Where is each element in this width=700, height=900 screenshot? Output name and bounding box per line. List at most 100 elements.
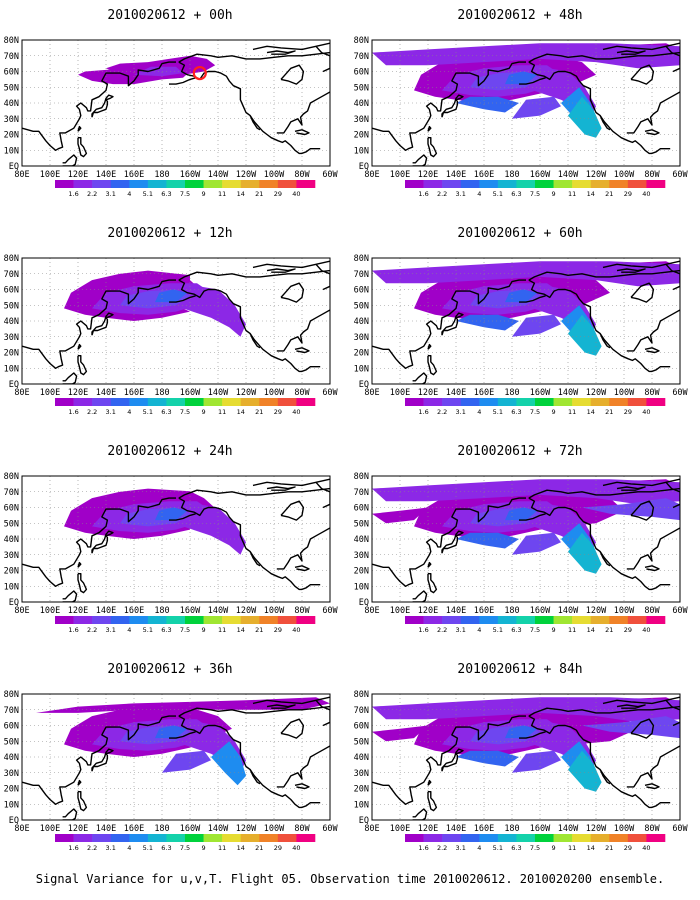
grid-lines: [372, 694, 680, 820]
coastlines: [22, 42, 330, 166]
colorbar-label: 11: [568, 844, 576, 852]
colorbar-label: 4: [477, 190, 481, 198]
colorbar-label: 40: [642, 190, 650, 198]
lon-tick-label: 120W: [586, 606, 607, 616]
lat-tick-label: EQ: [9, 162, 19, 172]
colorbar-swatch: [590, 180, 610, 188]
colorbar-label: 4: [127, 190, 131, 198]
colorbar-swatch: [590, 834, 610, 842]
panel-title: 2010020612 + 72h: [457, 444, 583, 459]
map-panel: 2010020612 + 84h EQ 10N 20N 30N 40N 50N 60N 70N 8…: [350, 654, 690, 864]
colorbar-label: 7.5: [180, 190, 190, 198]
lon-tick-label: 100W: [614, 824, 635, 834]
colorbar-swatch: [129, 180, 149, 188]
lat-tick-label: 80N: [4, 36, 19, 46]
lon-tick-label: 80W: [294, 824, 310, 834]
colorbar-swatch: [460, 398, 480, 406]
colorbar-label: 14: [237, 844, 245, 852]
lon-tick-label: 80W: [644, 606, 660, 616]
colorbar-label: 6.3: [511, 408, 521, 416]
lon-tick-label: 80W: [294, 388, 310, 398]
lon-tick-label: 120E: [418, 824, 438, 834]
lon-tick-label: 120E: [68, 170, 88, 180]
colorbar-label: 11: [218, 844, 226, 852]
lon-tick-label: 80E: [364, 824, 379, 834]
lon-tick-label: 180: [154, 388, 169, 398]
lon-tick-label: 140E: [96, 170, 116, 180]
lon-tick-label: 160E: [474, 170, 494, 180]
lat-tick-label: 70N: [354, 488, 369, 498]
colorbar-swatch: [572, 834, 592, 842]
lat-tick-label: EQ: [359, 598, 369, 608]
figure-caption: Signal Variance for u,v,T. Flight 05. Ob…: [35, 872, 665, 886]
lat-tick-label: 40N: [354, 99, 369, 109]
colorbar-label: 21: [255, 190, 263, 198]
lat-tick-label: 70N: [354, 52, 369, 62]
colorbar-swatch: [590, 616, 610, 624]
colorbar-label: 11: [568, 408, 576, 416]
colorbar-swatch: [627, 834, 647, 842]
colorbar-label: 14: [237, 190, 245, 198]
colorbar-label: 6.3: [511, 190, 521, 198]
lon-tick-label: 160E: [474, 388, 494, 398]
colorbar-label: 9: [202, 408, 206, 416]
colorbar-swatch: [277, 398, 297, 406]
colorbar-swatch: [296, 834, 316, 842]
colorbar-swatch: [203, 180, 223, 188]
colorbar-swatch: [92, 834, 112, 842]
colorbar-swatch: [73, 180, 93, 188]
lat-tick-label: 40N: [4, 535, 19, 545]
lat-tick-label: 50N: [354, 519, 369, 529]
lon-tick-label: 120W: [586, 170, 607, 180]
colorbar-label: 11: [218, 408, 226, 416]
lon-tick-label: 140E: [96, 606, 116, 616]
lon-tick-label: 120W: [236, 170, 257, 180]
grid-lines: [22, 258, 330, 384]
colorbar-label: 21: [255, 408, 263, 416]
colorbar-label: 9: [552, 626, 556, 634]
colorbar-swatch: [609, 616, 629, 624]
colorbar-swatch: [590, 398, 610, 406]
lon-tick-label: 140W: [558, 170, 579, 180]
lat-tick-label: 40N: [354, 753, 369, 763]
colorbar-label: 1.6: [418, 626, 428, 634]
colorbar-swatch: [627, 616, 647, 624]
lon-tick-label: 160E: [124, 388, 144, 398]
colorbar-label: 6.3: [161, 408, 171, 416]
lat-tick-label: 10N: [354, 364, 369, 374]
lon-tick-label: 100W: [264, 170, 285, 180]
coastlines: [372, 42, 680, 166]
colorbar-label: 3.1: [106, 626, 116, 634]
lat-tick-label: 20N: [354, 131, 369, 141]
colorbar-swatch: [110, 616, 130, 624]
colorbar-label: 29: [274, 844, 282, 852]
lat-tick-label: 80N: [4, 690, 19, 700]
lat-tick-label: 30N: [4, 551, 19, 561]
colorbar-swatch: [259, 180, 279, 188]
colorbar-label: 4: [127, 844, 131, 852]
lon-tick-label: 180: [504, 606, 519, 616]
colorbar-swatch: [442, 398, 462, 406]
colorbar-swatch: [646, 834, 666, 842]
colorbar-swatch: [259, 834, 279, 842]
colorbar-label: 5.1: [493, 844, 503, 852]
lon-tick-label: 160W: [530, 824, 551, 834]
colorbar-swatch: [147, 616, 167, 624]
lon-tick-label: 180: [504, 170, 519, 180]
colorbar-label: 3.1: [456, 626, 466, 634]
colorbar-label: 40: [292, 190, 300, 198]
colorbar-label: 9: [202, 844, 206, 852]
lat-tick-label: 80N: [4, 254, 19, 264]
lon-tick-label: 180: [154, 170, 169, 180]
lat-tick-label: EQ: [9, 380, 19, 390]
lat-tick-label: EQ: [9, 598, 19, 608]
lon-tick-label: 100W: [614, 170, 635, 180]
lon-tick-label: 100E: [390, 170, 410, 180]
colorbar-label: 21: [255, 844, 263, 852]
colorbar-label: 2.2: [87, 408, 97, 416]
colorbar-label: 21: [255, 626, 263, 634]
lon-tick-label: 140E: [96, 388, 116, 398]
colorbar-swatch: [296, 398, 316, 406]
colorbar-label: 7.5: [180, 408, 190, 416]
lat-tick-label: 50N: [354, 83, 369, 93]
